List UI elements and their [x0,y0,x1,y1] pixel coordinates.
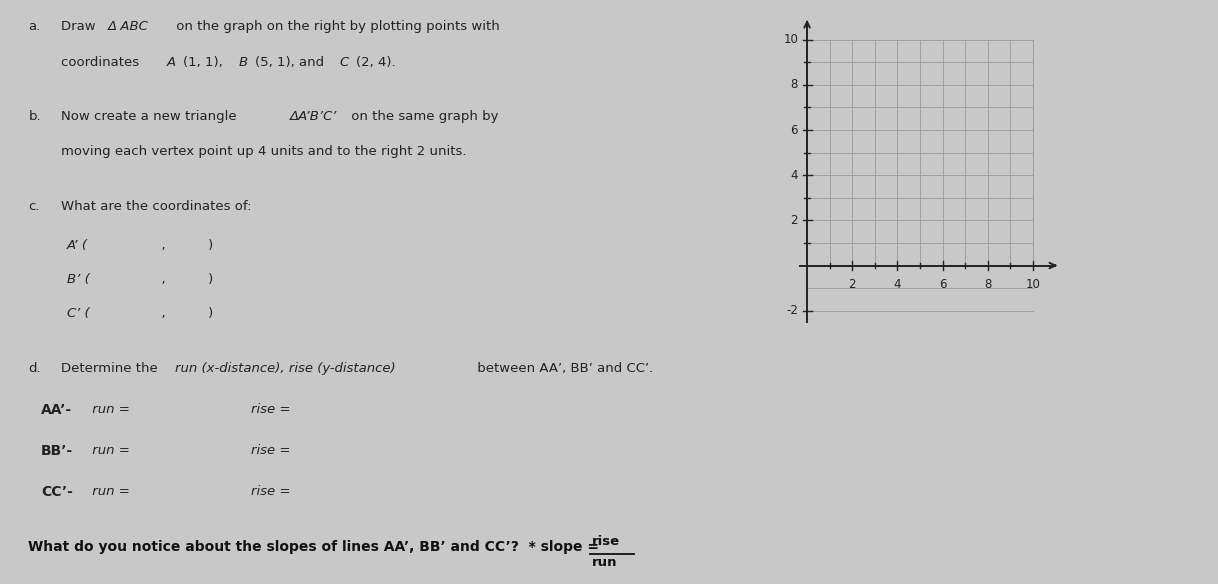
Text: rise =: rise = [251,444,290,457]
Text: 6: 6 [939,278,946,291]
Text: Now create a new triangle: Now create a new triangle [61,110,240,123]
Text: between AA’, BB’ and CC’.: between AA’, BB’ and CC’. [473,362,653,375]
Text: 8: 8 [790,78,798,91]
Text: AA’-: AA’- [41,403,72,417]
Text: moving each vertex point up 4 units and to the right 2 units.: moving each vertex point up 4 units and … [61,145,466,158]
Text: coordinates: coordinates [61,55,143,69]
Text: -2: -2 [786,304,798,317]
Text: 4: 4 [894,278,901,291]
Text: rise =: rise = [251,403,290,416]
Text: What are the coordinates of:: What are the coordinates of: [61,200,251,213]
Text: A: A [167,55,180,69]
Text: run (x-distance), rise (y-distance): run (x-distance), rise (y-distance) [175,362,396,375]
Text: 2: 2 [790,214,798,227]
Text: What do you notice about the slopes of lines AA’, BB’ and CC’?  * slope =: What do you notice about the slopes of l… [28,540,604,554]
Text: BB’-: BB’- [41,444,73,458]
Text: (2, 4).: (2, 4). [356,55,396,69]
Text: (1, 1),: (1, 1), [183,55,227,69]
Text: 10: 10 [1026,278,1040,291]
Text: Δ ABC: Δ ABC [107,20,149,33]
Text: ,          ): , ) [118,273,213,286]
Text: ,          ): , ) [118,239,213,252]
Text: ΔA’B’C’: ΔA’B’C’ [290,110,336,123]
Text: 4: 4 [790,169,798,182]
Text: Determine the: Determine the [61,362,162,375]
Text: CC’-: CC’- [41,485,73,499]
Text: 2: 2 [849,278,856,291]
Text: rise: rise [592,535,620,548]
Text: run =: run = [88,485,130,499]
Text: rise =: rise = [251,485,290,499]
Text: run: run [592,556,618,569]
Text: 6: 6 [790,124,798,137]
Text: 8: 8 [984,278,991,291]
Text: on the same graph by: on the same graph by [347,110,499,123]
Text: on the graph on the right by plotting points with: on the graph on the right by plotting po… [172,20,499,33]
Text: c.: c. [28,200,40,213]
Text: run =: run = [88,403,130,416]
Text: ,          ): , ) [118,307,213,321]
Text: C: C [340,55,353,69]
Text: B: B [239,55,252,69]
Text: A’ (: A’ ( [67,239,88,252]
Text: a.: a. [28,20,40,33]
Text: B’ (: B’ ( [67,273,90,286]
Text: Draw: Draw [61,20,100,33]
Text: 10: 10 [783,33,798,46]
Text: run =: run = [88,444,130,457]
Text: C’ (: C’ ( [67,307,90,321]
Text: d.: d. [28,362,41,375]
Text: b.: b. [28,110,41,123]
Text: (5, 1), and: (5, 1), and [256,55,329,69]
